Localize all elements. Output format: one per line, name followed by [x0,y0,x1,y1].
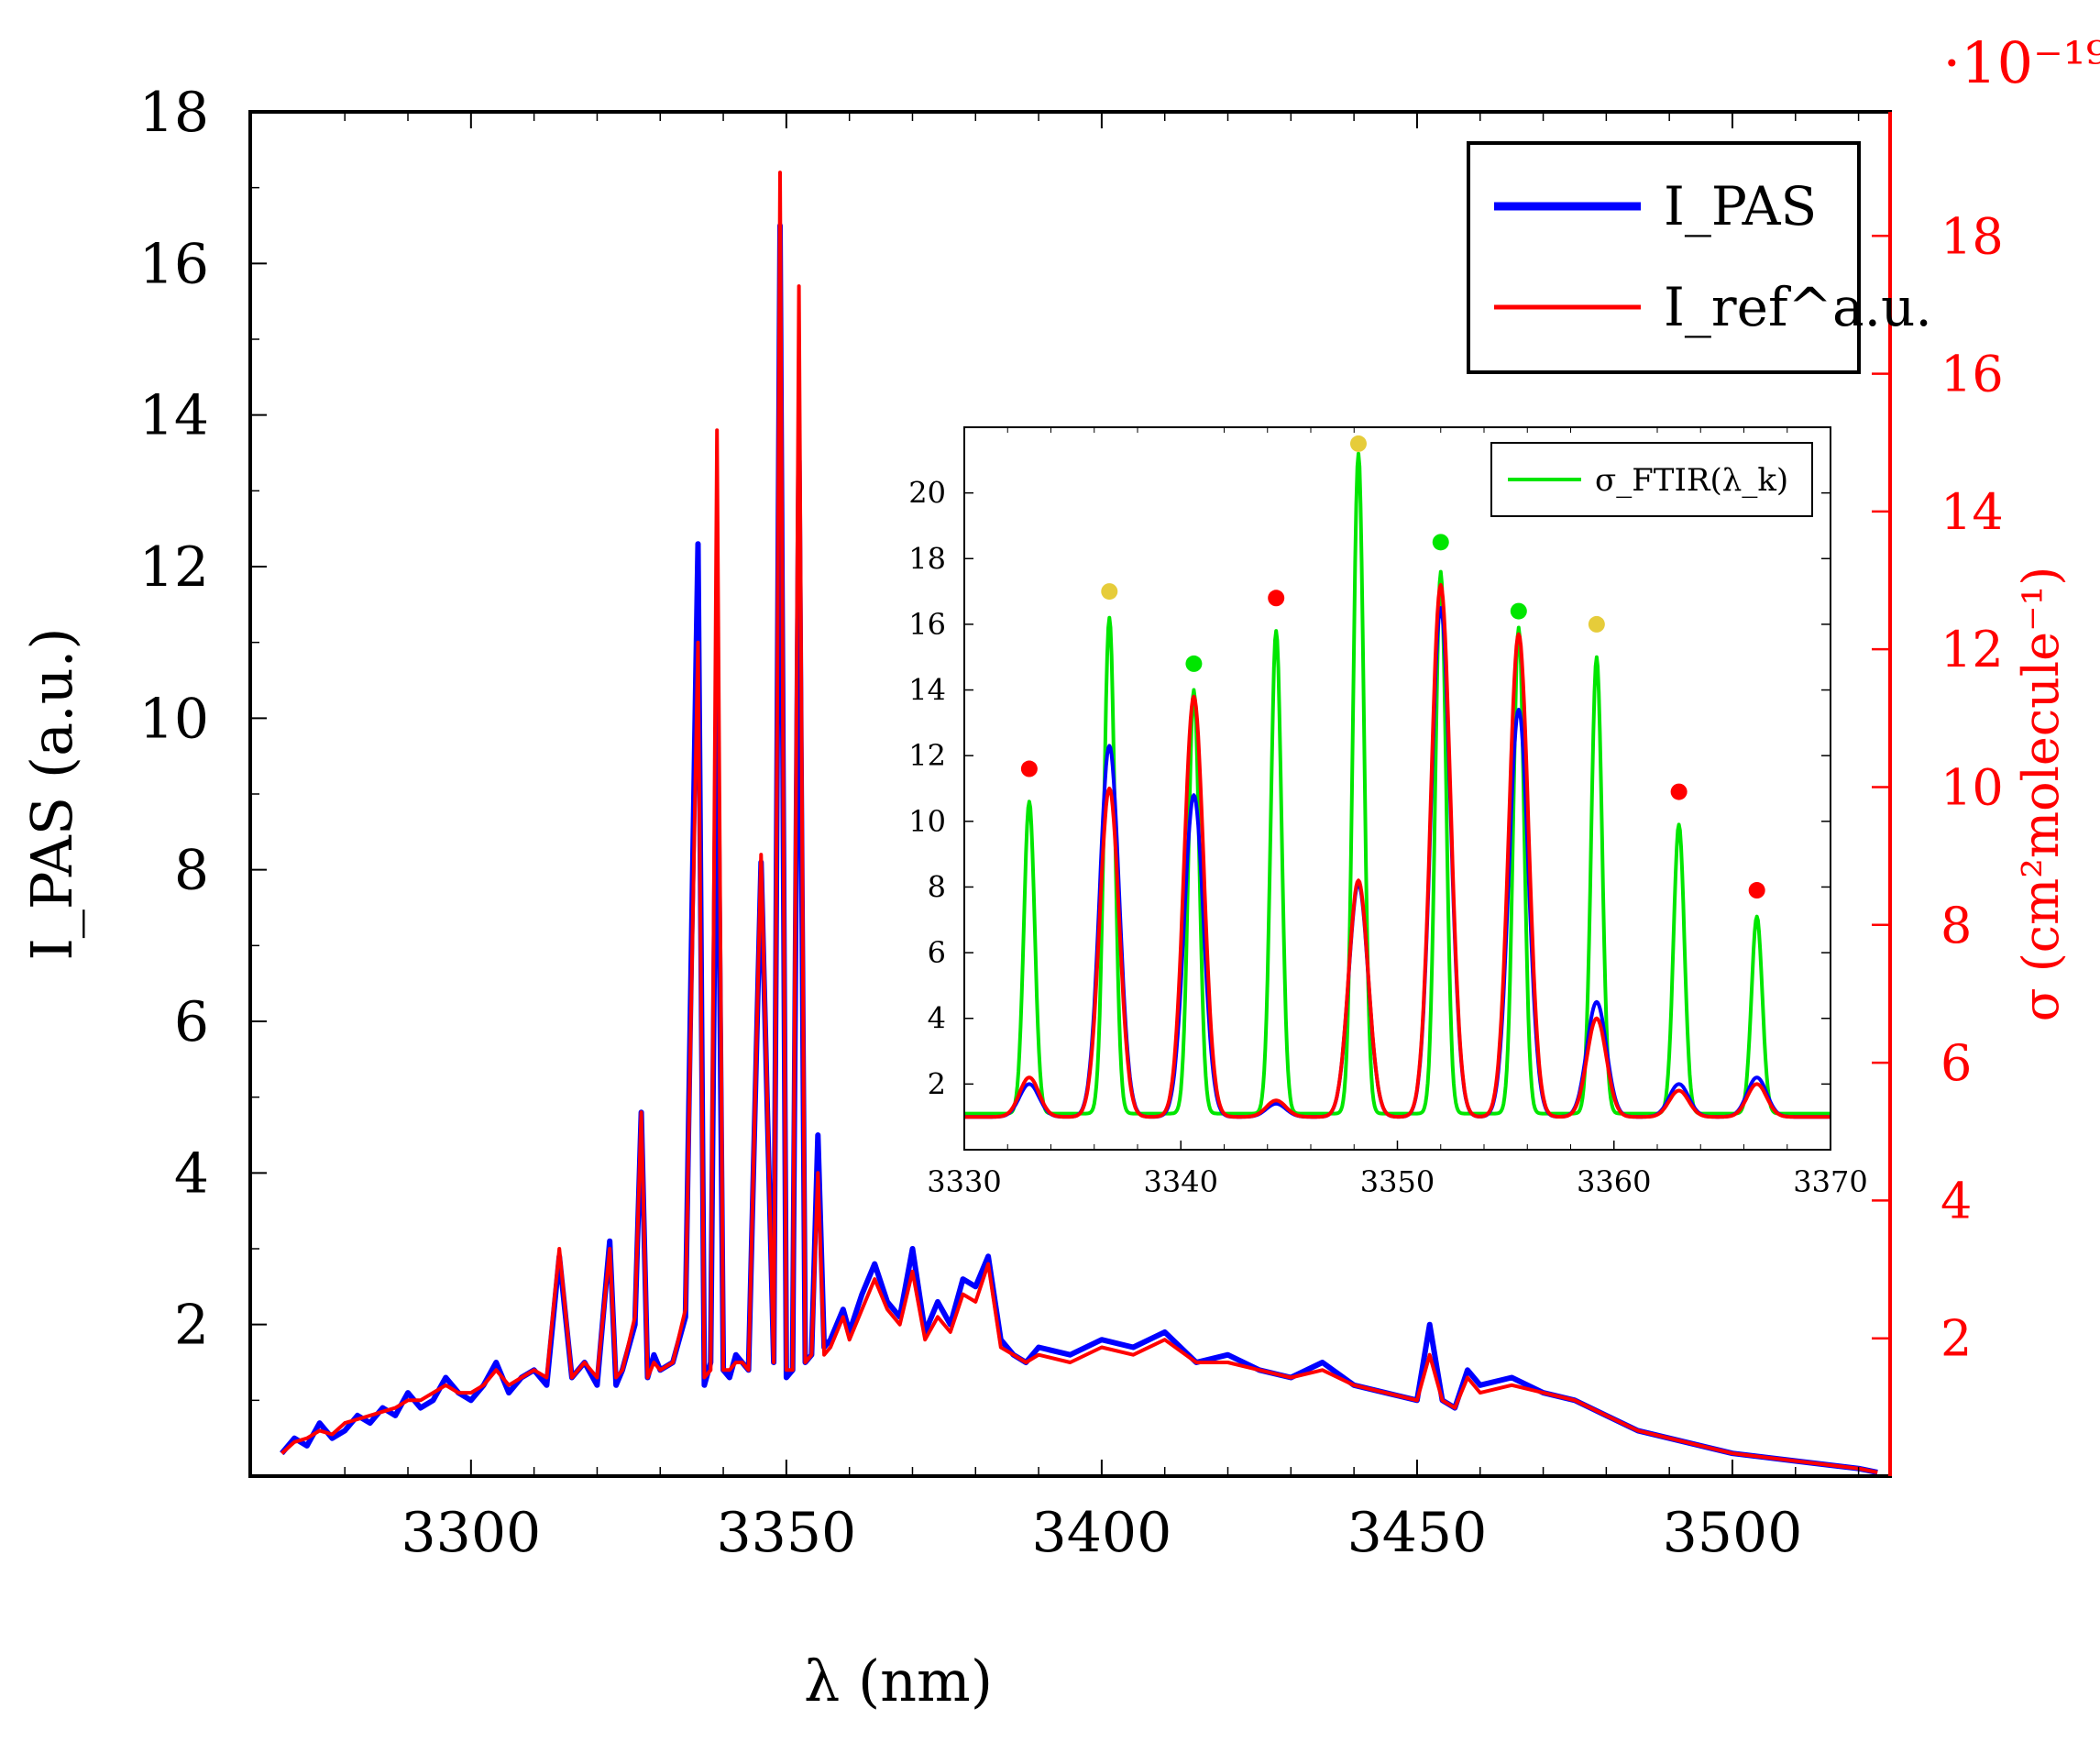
inset-y-tick-label: 10 [908,804,946,839]
y-tick-label: 16 [139,232,209,296]
inset-y-tick-label: 2 [928,1066,946,1101]
inset-y-tick-label: 20 [908,476,946,511]
inset-x-tick-label: 3340 [1144,1164,1218,1199]
right-y-tick-label: 6 [1941,1034,1972,1092]
main-series-group [280,171,1878,1475]
inset-ticks-group: 3330 3340 3350 3360 3370 2 4 6 8 10 12 14 16 18 20 [908,427,1868,1199]
inset-y-tick-label: 4 [928,1001,946,1036]
inset-x-tick-label: 3370 [1793,1164,1867,1199]
right-y-axis-label: σ (cm²molecule⁻¹) [2012,567,2070,1022]
legend-label-iref: I_ref^a.u. [1664,276,1932,338]
y-tick-label: 8 [174,839,209,903]
main-plot: 3300 3350 3400 3450 3500 2 4 6 8 10 12 14 16 18 2 4 6 8 10… [18,29,2100,1714]
inset-x-tick-label: 3350 [1360,1164,1435,1199]
right-y-tick-label: 18 [1941,207,2004,265]
x-tick-label: 3300 [401,1501,541,1565]
inset-y-tick-label: 12 [908,738,946,773]
inset-y-tick-label: 6 [928,935,946,970]
series-line-iref [280,171,1878,1474]
right-y-tick-label: 8 [1941,897,1972,954]
y-tick-label: 14 [139,384,209,448]
y-tick-label: 12 [139,535,209,600]
x-tick-label: 3450 [1347,1501,1488,1565]
inset-markers-group [1020,435,1765,899]
inset-peak-marker [1268,590,1285,607]
inset-peak-marker [1185,655,1203,672]
main-legend-box [1467,141,1861,374]
inset-peak-marker [1510,602,1527,620]
x-tick-label: 3350 [717,1501,857,1565]
inset-peak-marker [1101,583,1118,601]
inset-x-tick-label: 3360 [1577,1164,1651,1199]
x-tick-label: 3500 [1663,1501,1803,1565]
legend-label-ipas: I_PAS [1664,175,1817,237]
y-tick-label: 10 [139,687,209,751]
right-y-tick-label: 16 [1941,346,2004,403]
legend-label-sigma: σ_FTIR(λ_k) [1595,462,1788,499]
x-axis-label: λ (nm) [804,1648,993,1714]
y-tick-label: 18 [139,81,209,145]
inset-peak-marker [1020,760,1038,777]
y-tick-label: 4 [174,1141,209,1206]
inset-series-group [963,451,1831,1119]
inset-x-tick-label: 3330 [927,1164,1001,1199]
inset-y-tick-label: 8 [928,869,946,904]
inset-legend: σ_FTIR(λ_k) [1490,442,1813,517]
inset-peak-marker [1432,534,1449,551]
right-y-tick-label: 4 [1941,1172,1972,1229]
inset-peak-marker [1748,882,1765,899]
right-y-tick-label: 10 [1941,758,2004,816]
inset-y-tick-label: 16 [908,607,946,642]
inset-series-sigma-ftir [963,451,1831,1116]
inset-plot: 3330 3340 3350 3360 3370 2 4 6 8 10 12 14 16 18 20 σ_F… [908,426,1868,1199]
right-y-tick-label: 12 [1941,621,2004,678]
right-y-tick-label: 2 [1941,1310,1972,1368]
y-tick-label: 2 [174,1294,209,1358]
x-tick-label: 3400 [1032,1501,1172,1565]
main-ticks-group: 3300 3350 3400 3450 3500 2 4 6 8 10 12 14 16 18 2 4 6 8 10… [139,81,2004,1565]
inset-peak-marker [1670,783,1688,800]
inset-series-iref [963,582,1831,1119]
inset-y-tick-label: 14 [908,673,946,708]
main-legend: I_PAS I_ref^a.u. [1467,141,1932,374]
right-y-tick-label: 14 [1941,483,2004,541]
inset-peak-marker [1349,435,1367,452]
right-axis-multiplier: ·10⁻¹⁹ [1942,29,2100,96]
y-tick-label: 6 [174,990,209,1054]
inset-y-tick-label: 18 [908,541,946,576]
y-axis-label: I_PAS (a.u.) [18,627,85,960]
inset-peak-marker [1588,615,1605,633]
